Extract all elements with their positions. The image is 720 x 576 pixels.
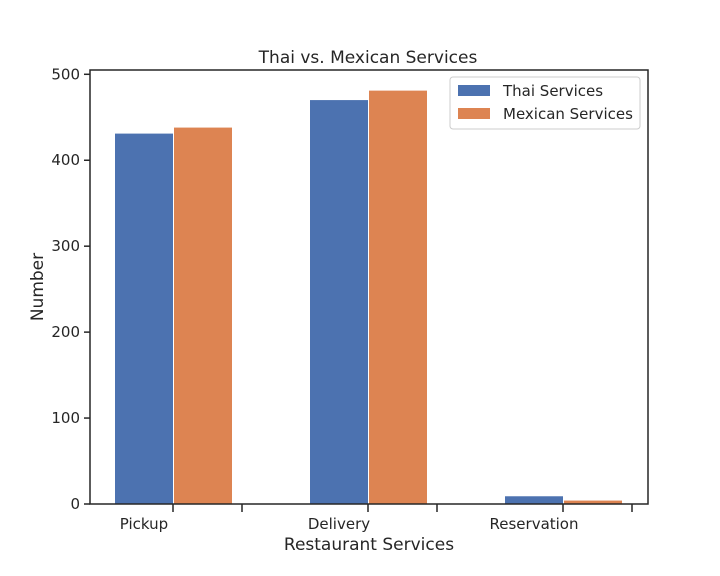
y-tick-label-100: 100 [51, 409, 80, 427]
legend-swatch-mexican [458, 108, 490, 119]
bars-layer [115, 90, 622, 505]
bar-mexican-services-pickup [174, 127, 232, 504]
x-tick-label-delivery: Delivery [308, 515, 370, 533]
bar-thai-services-delivery [310, 100, 368, 504]
bar-thai-services-pickup [115, 133, 173, 504]
y-tick-label-200: 200 [51, 323, 80, 341]
y-tick-label-500: 500 [51, 65, 80, 83]
plot-frame [89, 69, 649, 505]
legend-box [449, 76, 641, 130]
bar-mexican-services-reservation [564, 500, 622, 504]
legend-label-mexican: Mexican Services [503, 105, 633, 123]
y-axis-label: Number [28, 253, 48, 321]
x-axis-label: Restaurant Services [284, 535, 454, 555]
y-tick-label-300: 300 [51, 237, 80, 255]
x-tick-label-reservation: Reservation [490, 515, 579, 533]
x-tick-label-pickup: Pickup [120, 515, 168, 533]
y-tick-label-0: 0 [70, 495, 80, 513]
chart-title: Thai vs. Mexican Services [258, 48, 478, 68]
legend: Thai Services Mexican Services [449, 76, 641, 130]
bar-thai-services-reservation [505, 496, 563, 504]
ticks-layer: Pickup Delivery Reservation 0 100 200 300 400 50… [51, 65, 633, 533]
y-tick-label-400: 400 [51, 151, 80, 169]
legend-label-thai: Thai Services [502, 82, 603, 100]
legend-swatch-thai [458, 85, 490, 96]
bar-mexican-services-delivery [369, 90, 427, 505]
